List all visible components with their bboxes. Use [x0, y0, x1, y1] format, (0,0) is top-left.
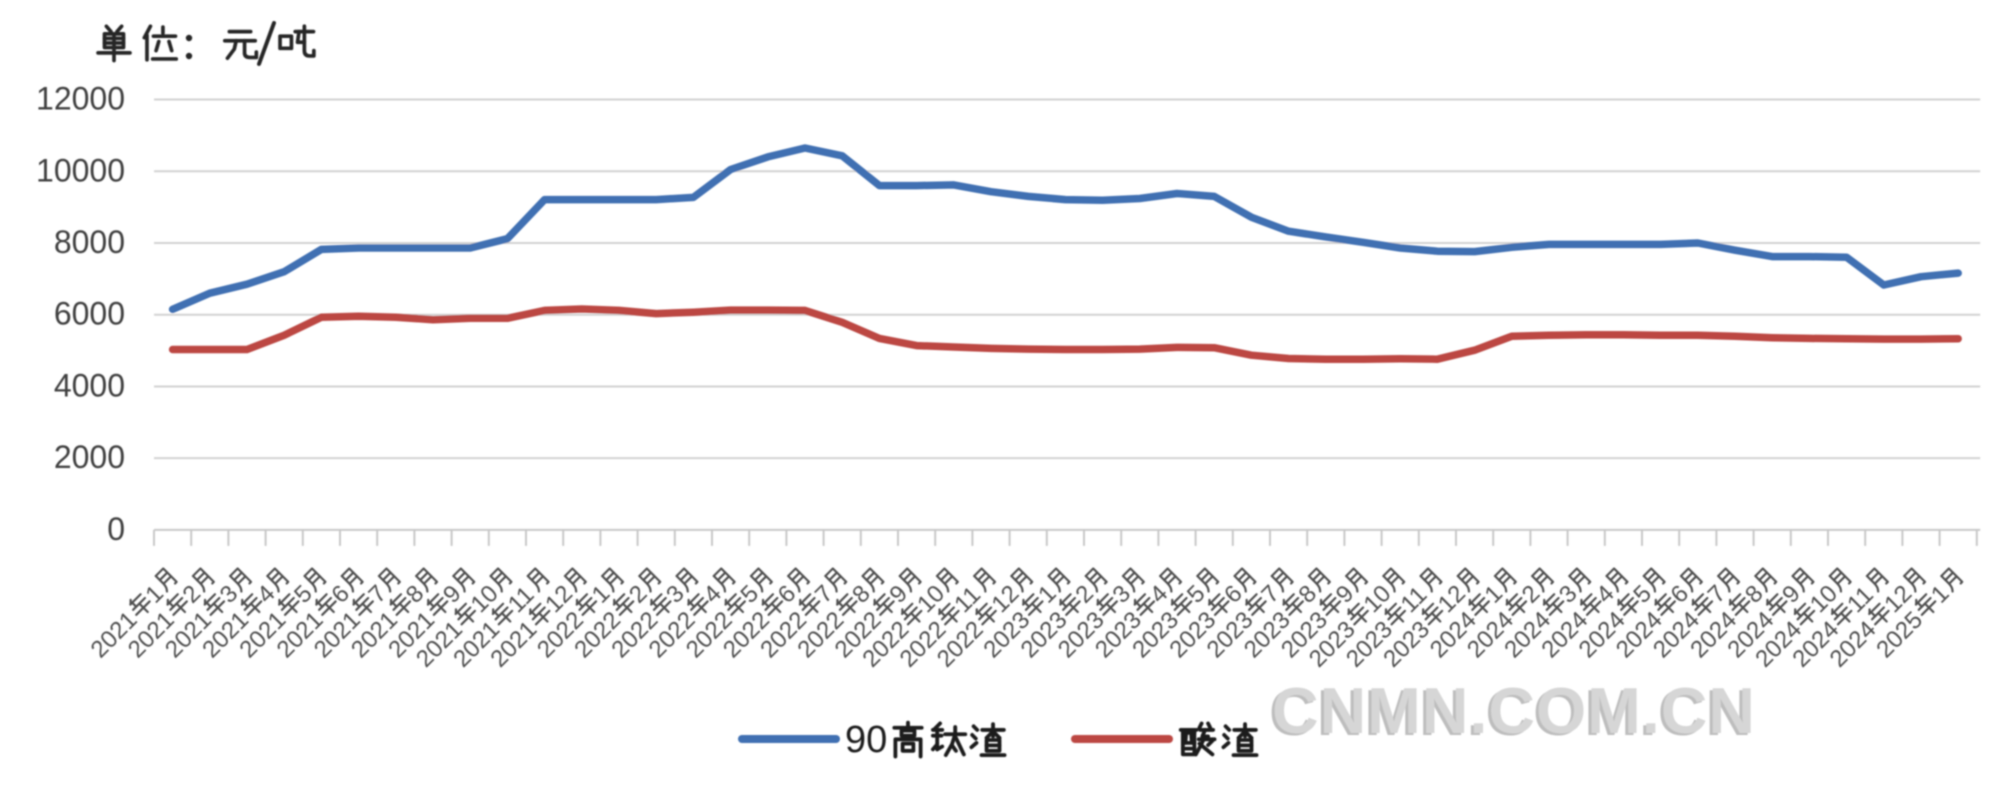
svg-text:6000: 6000: [54, 296, 125, 332]
svg-text:4000: 4000: [54, 367, 125, 403]
svg-text:0: 0: [107, 511, 125, 547]
svg-text:2000: 2000: [54, 439, 125, 475]
svg-text:10000: 10000: [36, 152, 125, 188]
svg-text:CNMN.COM.CN: CNMN.COM.CN: [1269, 677, 1753, 749]
svg-text:8000: 8000: [54, 224, 125, 260]
svg-text:90: 90: [845, 719, 887, 761]
svg-text:CNMN.COM.CN: CNMN.COM.CN: [1272, 675, 1756, 747]
svg-text:12000: 12000: [36, 81, 125, 117]
